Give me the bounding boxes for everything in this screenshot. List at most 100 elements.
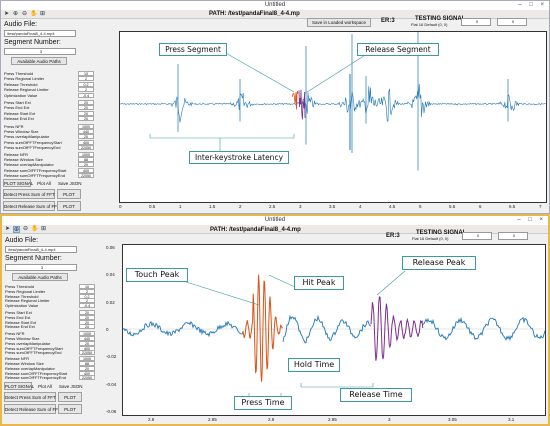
x-tick-label: 2.85 bbox=[208, 417, 217, 422]
zoom-in-icon[interactable]: ⊕ bbox=[12, 11, 19, 17]
release-peak-label: Release Peak bbox=[402, 256, 476, 270]
window-controls[interactable]: – □ × bbox=[518, 2, 547, 8]
param-value-input[interactable]: 400 bbox=[79, 345, 95, 351]
plot-signal-button-bottom[interactable]: PLOT SIGNAL bbox=[4, 382, 35, 390]
param-value-input[interactable]: 440 bbox=[78, 129, 94, 134]
param-value-input[interactable]: 400 bbox=[79, 370, 95, 376]
path-label: PATH: /test/pandaFinal8_4-4.mp bbox=[209, 11, 300, 17]
param-value-input[interactable]: 1000 bbox=[78, 151, 94, 157]
param-value-input[interactable]: -0.4 bbox=[78, 92, 94, 98]
y-tick-label: 0.06 bbox=[106, 245, 115, 250]
arrow-icon[interactable]: ➤ bbox=[4, 226, 11, 232]
param-value-input[interactable]: -0.4 bbox=[79, 303, 95, 309]
plot-press-button-bottom[interactable]: PLOT bbox=[58, 392, 82, 402]
param-value-input[interactable]: 20 bbox=[78, 105, 94, 111]
y-tick-label: 0.02 bbox=[106, 299, 115, 305]
plot-press-button[interactable]: PLOT bbox=[57, 189, 81, 199]
param-label: Release Regional Limiter bbox=[5, 298, 50, 304]
param-value-input[interactable]: 20 bbox=[79, 324, 95, 330]
param-label: Release End Ext bbox=[5, 324, 35, 330]
plot-release-button[interactable]: PLOT bbox=[57, 201, 81, 211]
param-value-input[interactable]: 10 bbox=[78, 71, 94, 76]
bottom-signal-plot[interactable] bbox=[122, 244, 546, 416]
field-b-input[interactable]: 0 bbox=[497, 18, 527, 26]
data-cursor-icon[interactable]: ⊞ bbox=[39, 11, 46, 17]
param-value-input[interactable]: 20 bbox=[79, 314, 95, 320]
arrow-icon[interactable]: ➤ bbox=[3, 11, 10, 17]
param-value-input[interactable]: 0.2 bbox=[79, 293, 95, 299]
top-signal-plot[interactable] bbox=[119, 31, 547, 203]
er-label: ER:3 bbox=[381, 18, 395, 24]
detect-release-button-bottom[interactable]: Detect Release Sum of FFT bbox=[4, 404, 61, 414]
param-value-input[interactable]: 88 bbox=[79, 361, 95, 366]
field-b-input-bottom[interactable]: 0 bbox=[498, 232, 528, 240]
param-value-input[interactable]: 20 bbox=[78, 134, 94, 140]
save-json-button-bottom[interactable]: Save JSON bbox=[58, 382, 83, 390]
x-tick-label: 2.95 bbox=[328, 417, 337, 422]
detect-release-button[interactable]: Detect Release Sum of FFT bbox=[3, 201, 60, 211]
param-value-input[interactable]: 400 bbox=[78, 139, 94, 145]
param-value-input[interactable]: 1000 bbox=[79, 331, 95, 337]
param-value-input[interactable]: 2 bbox=[79, 298, 95, 304]
audio-file-input[interactable]: /test/pandaFinal8_4-4.mp4 bbox=[4, 30, 76, 37]
param-label: Release overlapManipulator bbox=[4, 162, 54, 168]
available-paths-button[interactable]: Available Audio Paths bbox=[11, 57, 67, 65]
x-tick-label: 6 bbox=[479, 204, 482, 209]
param-value-input[interactable]: 440 bbox=[79, 336, 95, 341]
waveform-trace bbox=[282, 314, 372, 344]
available-paths-button-bottom[interactable]: Available Audio Paths bbox=[12, 273, 68, 281]
param-value-input[interactable]: 2 bbox=[78, 87, 94, 93]
param-value-input[interactable]: 22050 bbox=[78, 173, 94, 179]
param-value-input[interactable]: 2 bbox=[79, 288, 95, 294]
plot-all-button[interactable]: Plot All bbox=[33, 179, 55, 187]
param-value-input[interactable]: 20 bbox=[78, 100, 94, 105]
param-value-input[interactable]: 0.2 bbox=[78, 81, 94, 87]
param-label: Press End Ext bbox=[4, 105, 30, 111]
segment-number-label: Segment Number: bbox=[4, 39, 61, 46]
param-value-input[interactable]: 400 bbox=[78, 167, 94, 173]
zoom-out-icon[interactable]: ⊖ bbox=[21, 11, 28, 17]
param-value-input[interactable]: 20 bbox=[78, 116, 94, 122]
param-value-input[interactable]: 20 bbox=[79, 365, 95, 371]
save-workspace-button[interactable]: Save in Loaded workspace bbox=[307, 18, 371, 27]
param-label: Release NFR bbox=[4, 151, 29, 157]
plot-release-button-bottom[interactable]: PLOT bbox=[58, 404, 82, 414]
param-value-input[interactable]: 20 bbox=[79, 340, 95, 346]
field-a-input[interactable]: 0 bbox=[461, 18, 491, 26]
data-cursor-icon[interactable]: ⊞ bbox=[40, 226, 47, 232]
param-label: Press Start Ext bbox=[4, 100, 31, 105]
touch-peak-label: Touch Peak bbox=[126, 268, 188, 282]
segment-number-input-bottom[interactable]: 3 bbox=[5, 264, 77, 271]
press-segment-label: Press Segment bbox=[159, 43, 227, 56]
pan-icon[interactable]: ✋ bbox=[30, 11, 38, 17]
segment-number-input[interactable]: 3 bbox=[4, 48, 76, 55]
testing-signal-label: TESTING SIGNAL bbox=[415, 16, 466, 22]
path-label-bottom: PATH: /test/pandaFinal8_4-4.mp bbox=[210, 227, 301, 233]
param-value-input[interactable]: 1000 bbox=[78, 123, 94, 129]
pan-icon[interactable]: ✋ bbox=[31, 226, 39, 232]
param-value-input[interactable]: 20 bbox=[79, 310, 95, 315]
param-value-input[interactable]: 20 bbox=[78, 162, 94, 168]
param-value-input[interactable]: 20 bbox=[78, 110, 94, 116]
param-value-input[interactable]: 10 bbox=[79, 284, 95, 289]
param-value-input[interactable]: 22050 bbox=[79, 375, 95, 381]
param-value-input[interactable]: 20 bbox=[79, 319, 95, 325]
plot-all-button-bottom[interactable]: Plot All bbox=[34, 382, 56, 390]
field-a-input-bottom[interactable]: 0 bbox=[462, 232, 492, 240]
param-value-input[interactable]: 1000 bbox=[79, 356, 95, 362]
audio-file-input-bottom[interactable]: /test/pandaFinal8_4-4.mp4 bbox=[5, 246, 77, 253]
hold-time-label: Hold Time bbox=[288, 358, 340, 372]
save-json-button[interactable]: Save JSON bbox=[57, 179, 82, 187]
zoom-out-icon[interactable]: ⊖ bbox=[22, 226, 29, 232]
param-value-input[interactable]: 2 bbox=[78, 76, 94, 82]
window-controls-bottom[interactable]: – □ × bbox=[517, 217, 546, 223]
param-value-input[interactable]: 22050 bbox=[78, 145, 94, 151]
zoom-in-icon[interactable]: ⊕ bbox=[13, 226, 20, 233]
plot-signal-button[interactable]: PLOT SIGNAL bbox=[3, 179, 34, 187]
x-tick-label: 0.5 bbox=[149, 204, 156, 209]
param-value-input[interactable]: 22050 bbox=[79, 350, 95, 356]
param-value-input[interactable]: 88 bbox=[78, 157, 94, 162]
detect-press-button[interactable]: Detect Press Sum of FFT bbox=[3, 189, 55, 199]
detect-press-button-bottom[interactable]: Detect Press Sum of FFT bbox=[4, 392, 56, 402]
param-label: Press Regional Limiter bbox=[4, 76, 45, 82]
